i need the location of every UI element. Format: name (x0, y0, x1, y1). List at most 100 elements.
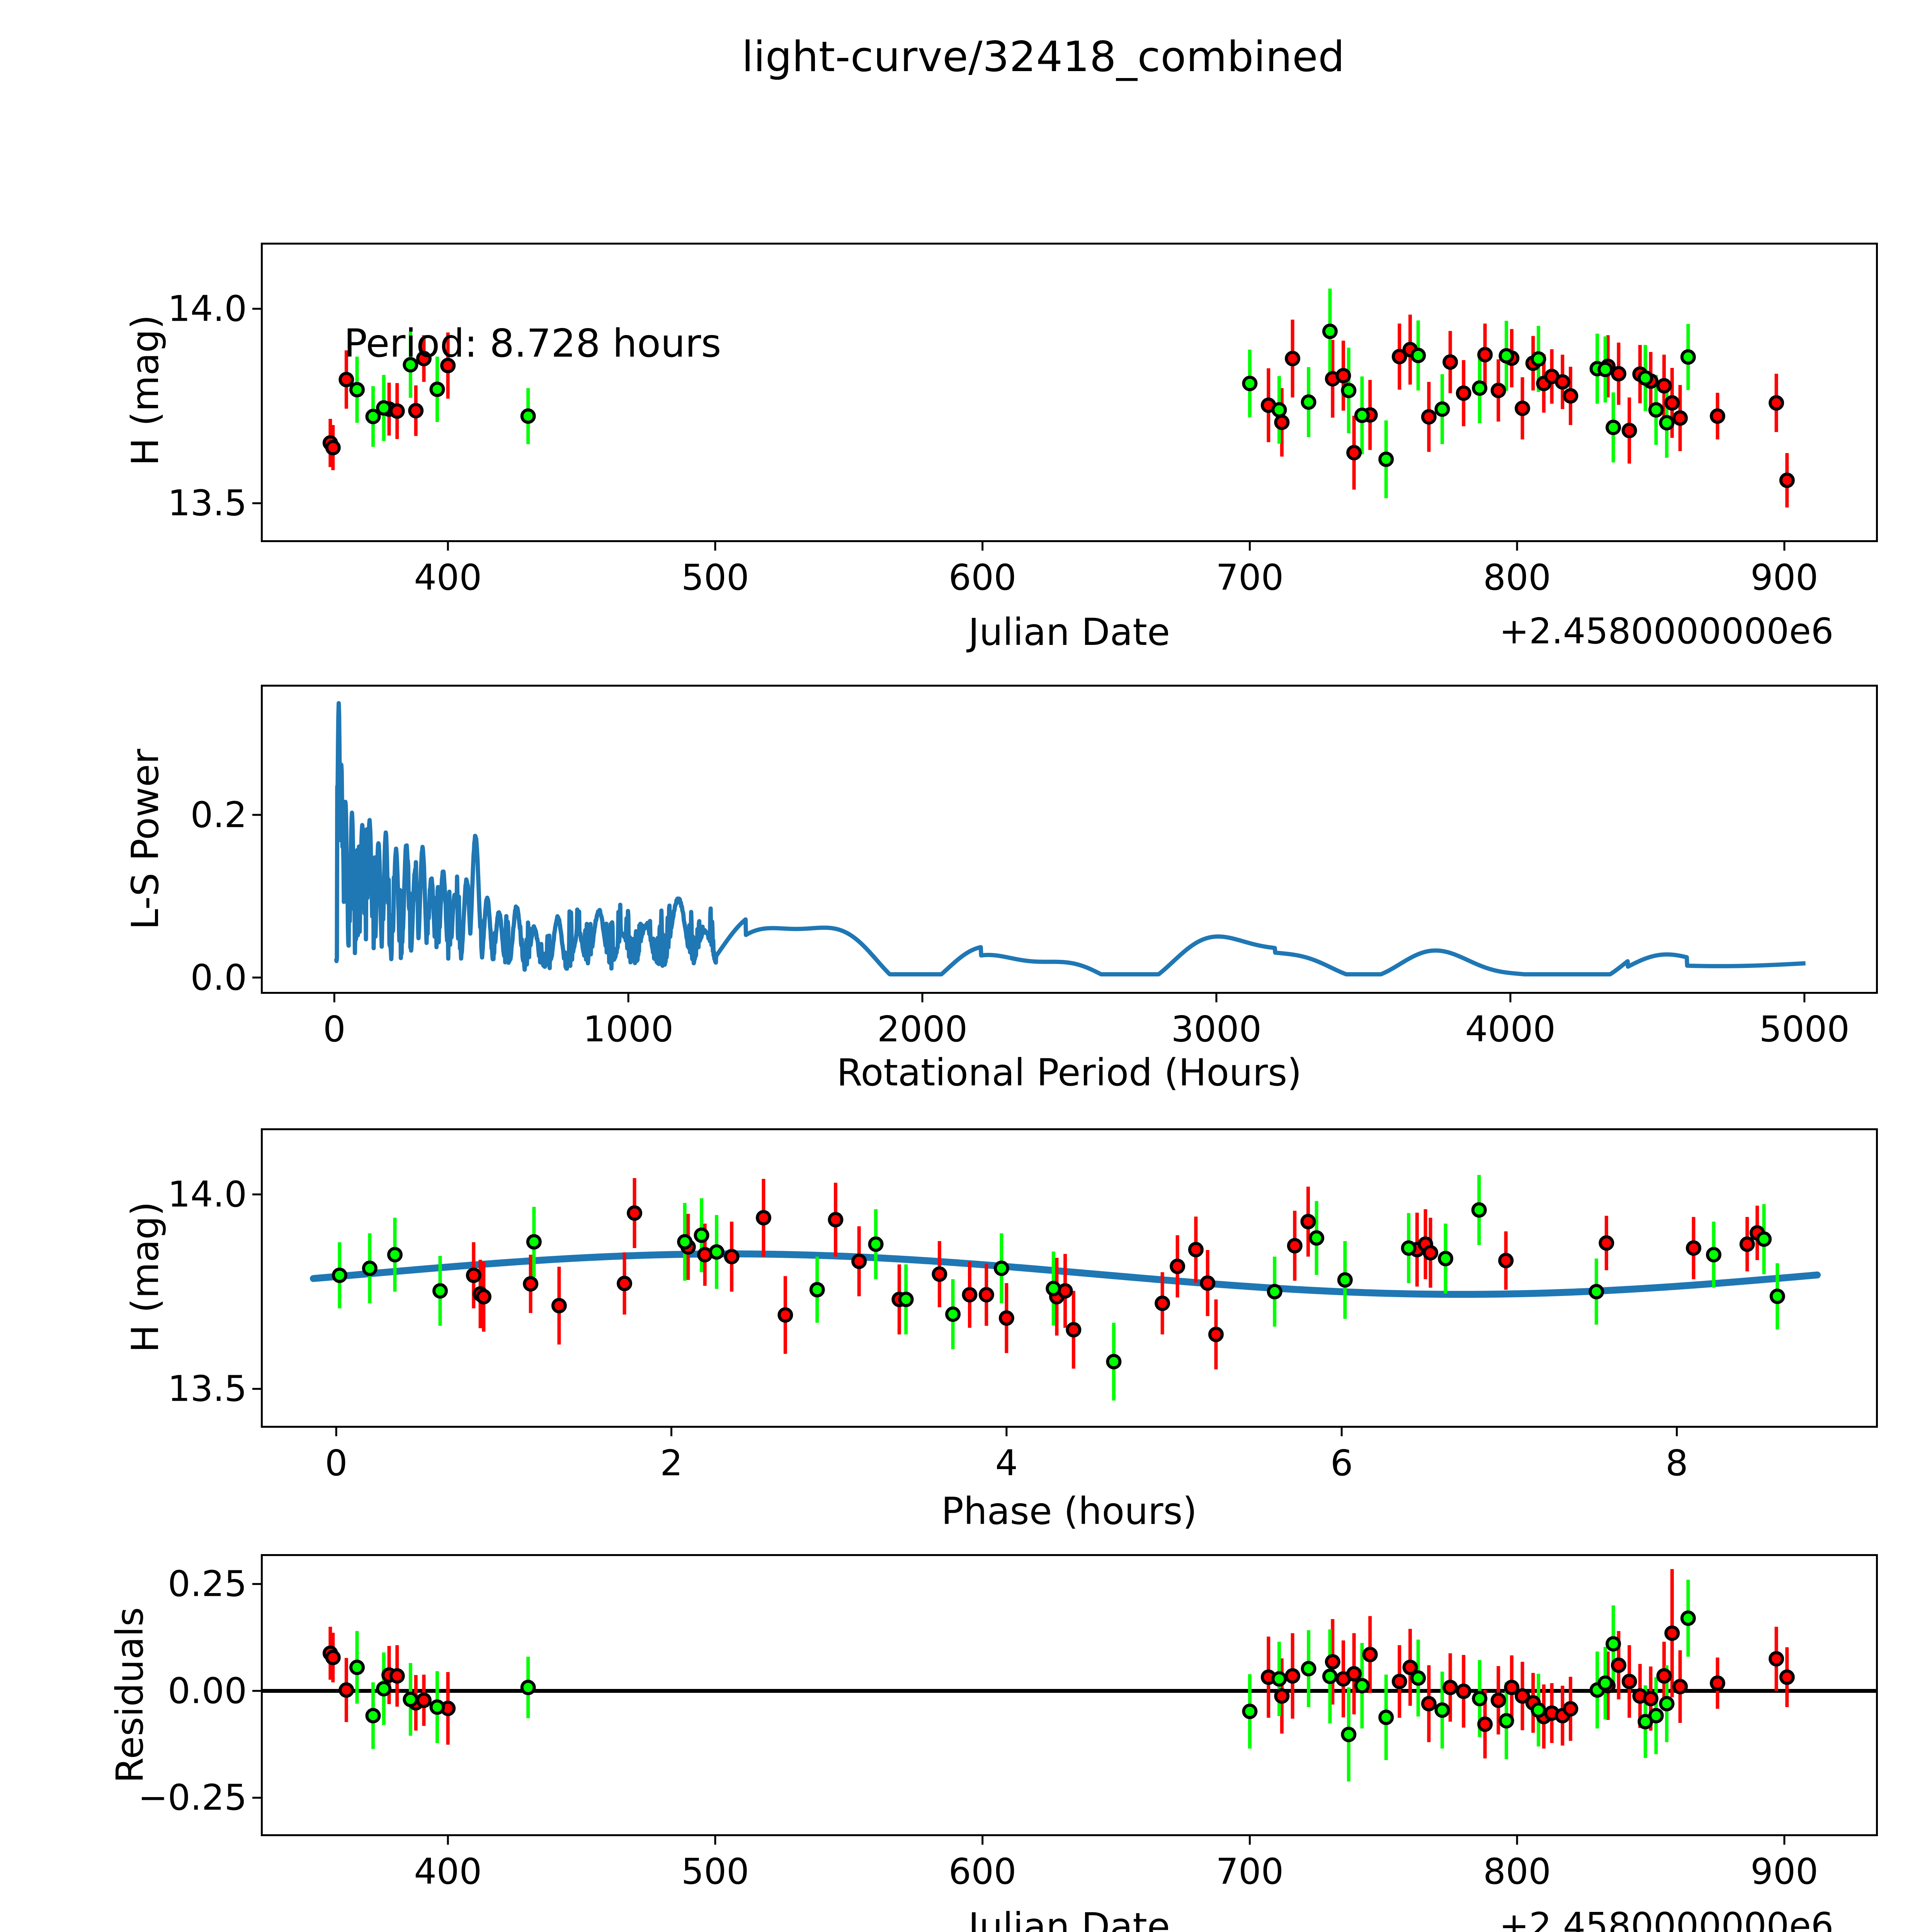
data-point (1188, 1242, 1204, 1258)
data-point (1378, 451, 1394, 467)
data-point (1267, 1284, 1282, 1299)
data-point (1335, 368, 1351, 384)
data-point (1756, 1231, 1772, 1247)
data-point (408, 403, 424, 418)
data-point (962, 1287, 978, 1303)
data-point (1325, 1654, 1340, 1670)
data-point (1378, 1709, 1394, 1725)
data-point (1106, 1354, 1122, 1369)
x-tick-label: 500 (681, 1851, 749, 1892)
data-point (1287, 1238, 1303, 1253)
x-tick-label: 6 (1330, 1442, 1353, 1484)
data-point (1402, 1660, 1418, 1675)
data-point (1410, 347, 1426, 363)
x-tick-label: 4 (995, 1442, 1018, 1484)
y-tick-label: 0.2 (190, 794, 247, 836)
data-point (1170, 1259, 1185, 1274)
data-point (998, 1310, 1014, 1326)
data-point (1271, 1671, 1287, 1687)
data-point (1672, 1679, 1688, 1694)
data-point (1322, 1668, 1338, 1684)
data-point (709, 1244, 724, 1260)
data-point (1490, 383, 1506, 398)
data-point (1341, 1726, 1357, 1742)
data-point (1490, 1692, 1506, 1708)
data-point (1438, 1251, 1454, 1267)
data-point (1621, 1673, 1637, 1689)
y-tick-label: 14.0 (168, 288, 247, 330)
data-point (1456, 385, 1471, 401)
panel1-ylabel: H (mag) (124, 315, 167, 466)
data-point (1769, 1651, 1784, 1667)
scatter-series-group (322, 288, 1795, 508)
period-annotation: Period: 8.728 hours (344, 321, 721, 366)
data-point (1421, 1696, 1437, 1712)
x-tick-label: 700 (1216, 557, 1284, 598)
data-point (1779, 472, 1795, 488)
data-point (429, 1699, 445, 1715)
data-point (349, 382, 365, 398)
x-tick-label: 600 (948, 1851, 1017, 1892)
data-point (387, 1247, 403, 1263)
data-point (1605, 1636, 1621, 1652)
data-point (1155, 1295, 1170, 1311)
y-tick-label: 14.0 (168, 1173, 247, 1215)
data-point (429, 381, 445, 397)
data-point (777, 1307, 793, 1323)
data-point (1337, 1272, 1353, 1288)
data-point (389, 1668, 405, 1684)
data-point (1354, 407, 1370, 423)
data-point (1498, 1253, 1514, 1269)
data-point (325, 1650, 341, 1665)
data-point (898, 1291, 914, 1307)
data-point (1648, 402, 1664, 418)
data-point (1301, 1661, 1316, 1677)
x-tick-label: 500 (681, 557, 749, 598)
x-tick-label: 800 (1483, 1851, 1551, 1892)
data-point (1588, 1284, 1604, 1299)
data-point (1200, 1275, 1216, 1291)
data-point (466, 1267, 481, 1283)
data-point (724, 1249, 740, 1265)
y-tick-label: −0.25 (138, 1777, 247, 1818)
panel3-ylabel: H (mag) (124, 1201, 167, 1353)
data-point (1531, 351, 1546, 367)
data-point (993, 1260, 1009, 1276)
data-point (1739, 1236, 1755, 1252)
data-point (1472, 380, 1488, 396)
data-point (551, 1298, 567, 1313)
data-point (1514, 400, 1530, 416)
data-point (1685, 1240, 1701, 1256)
data-point (362, 1260, 378, 1276)
data-point (1242, 376, 1258, 391)
data-point (1680, 349, 1696, 365)
data-point (828, 1212, 844, 1228)
data-point (403, 357, 418, 373)
data-point (1410, 1670, 1426, 1686)
x-tick-label: 2 (660, 1442, 683, 1484)
x-tick-label: 2000 (877, 1009, 968, 1050)
x-tick-label: 900 (1750, 557, 1818, 598)
data-point (1643, 1690, 1659, 1706)
data-point (1346, 1666, 1362, 1682)
x-tick-label: 600 (948, 557, 1017, 598)
x-tick-label: 4000 (1465, 1009, 1556, 1050)
data-point (851, 1253, 867, 1269)
y-tick-label: 0.0 (190, 957, 247, 998)
data-point (1271, 402, 1287, 418)
periodogram-line (334, 701, 1808, 976)
data-point (932, 1266, 947, 1282)
x-tick-label: 3000 (1171, 1009, 1262, 1050)
data-point (756, 1210, 772, 1226)
data-point (1514, 1688, 1530, 1704)
panel4-x-offset: +2.4580000000e6 (1499, 1905, 1834, 1932)
panel2-xlabel: Rotational Period (Hours) (837, 1051, 1302, 1094)
panel-phase-plot-area (252, 1175, 1821, 1436)
data-point (1362, 1646, 1378, 1662)
data-point (365, 408, 381, 424)
data-point (1648, 1708, 1664, 1724)
data-point (868, 1236, 884, 1252)
data-point (1309, 1230, 1325, 1246)
data-point (332, 1267, 347, 1283)
data-point (1421, 409, 1437, 425)
